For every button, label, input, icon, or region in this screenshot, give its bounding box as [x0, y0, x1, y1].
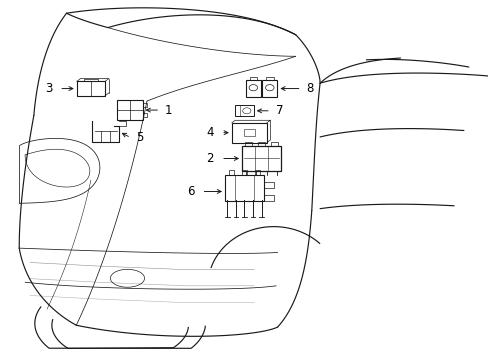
Text: 2: 2 [206, 152, 214, 165]
Bar [231, 123, 266, 143]
Bar [249, 77, 257, 80]
Text: 3: 3 [45, 82, 52, 95]
Text: 6: 6 [187, 185, 194, 198]
Bar [235, 105, 253, 116]
Bar [270, 142, 278, 146]
Bar [117, 100, 142, 121]
Bar [77, 81, 105, 96]
Bar [142, 113, 146, 117]
Bar [245, 80, 261, 97]
Text: 5: 5 [136, 131, 143, 144]
Bar [262, 80, 277, 97]
Bar [241, 170, 247, 175]
Bar [257, 142, 265, 146]
Bar [265, 77, 273, 80]
Text: 8: 8 [306, 82, 313, 95]
Bar [224, 175, 264, 201]
Bar [242, 146, 281, 171]
Text: 1: 1 [165, 104, 172, 117]
Bar [142, 103, 146, 107]
Bar [83, 78, 98, 81]
Bar [254, 170, 260, 175]
Bar [244, 142, 252, 146]
Bar [243, 129, 255, 136]
Text: 4: 4 [206, 126, 214, 139]
Bar [228, 170, 234, 175]
Text: 7: 7 [275, 104, 283, 117]
